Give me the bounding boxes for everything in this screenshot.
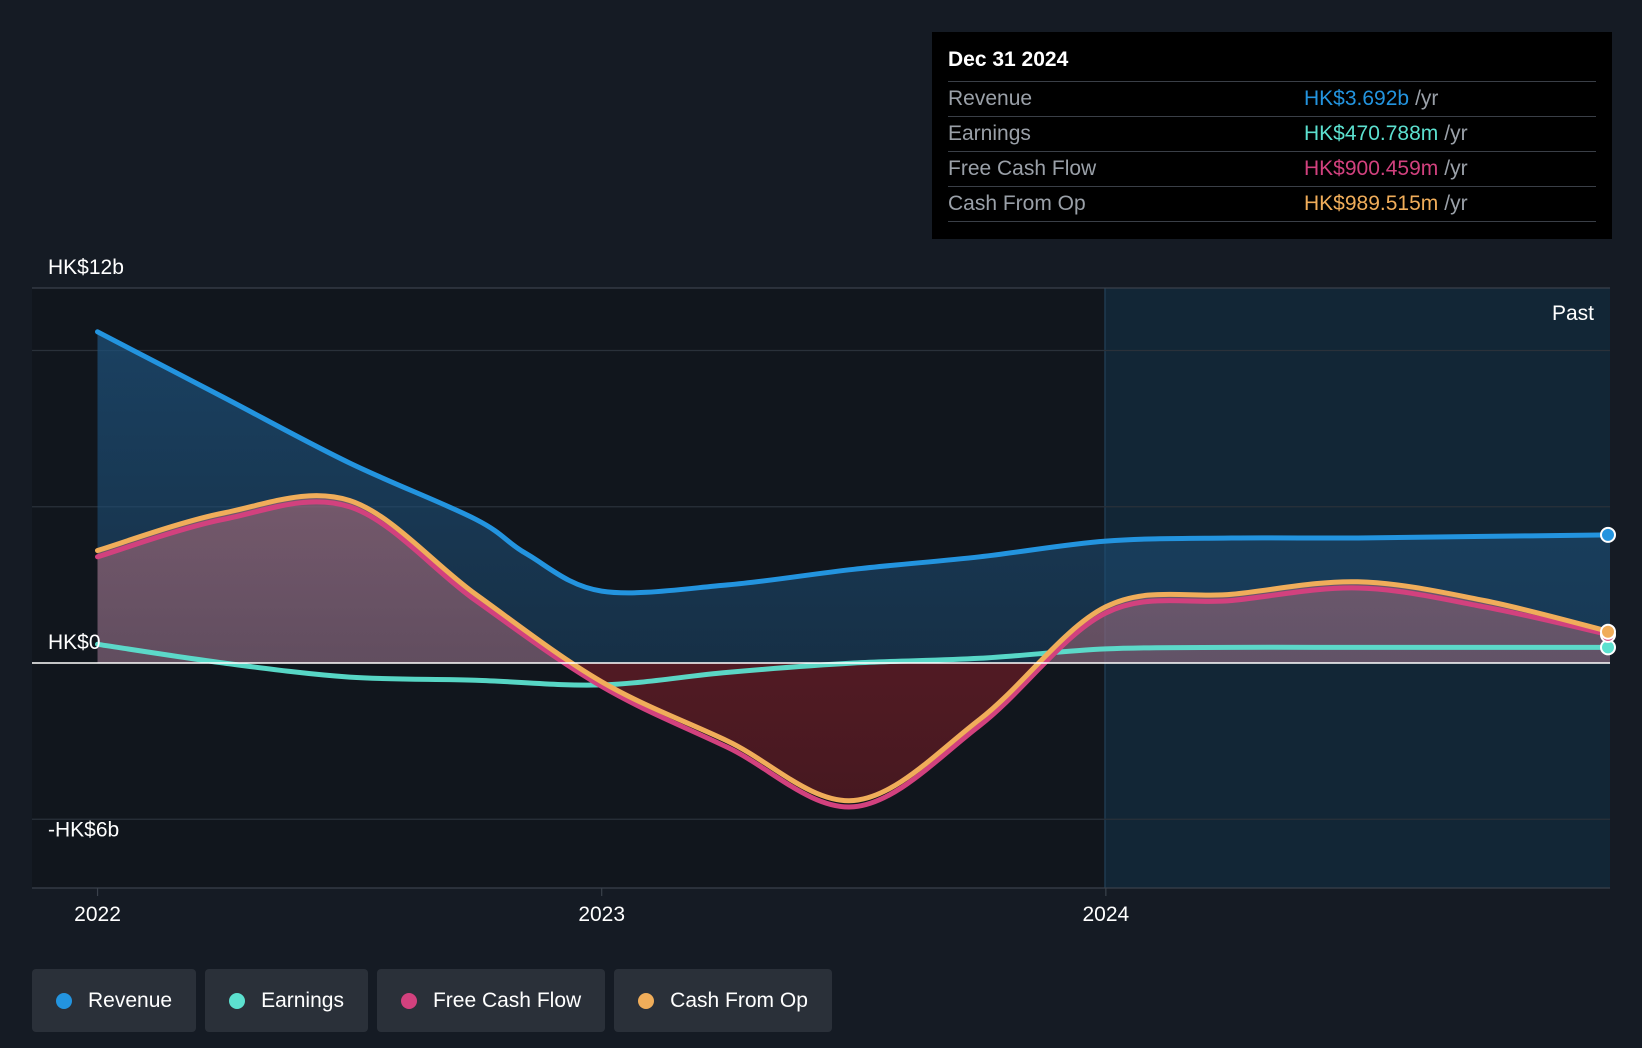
free-cash-flow-line [95,499,1613,810]
axes: HK$12b HK$0 -HK$6b 2022 2023 2024 [32,256,1610,926]
tooltip-value: HK$900.459m [1304,157,1439,180]
y-tick-label: HK$12b [48,256,124,279]
tooltip-unit: /yr [1444,122,1468,145]
legend-label: Earnings [261,988,344,1012]
tooltip-label: Free Cash Flow [948,157,1097,180]
past-label: Past [1552,302,1594,325]
legend-dot-icon [56,992,72,1009]
tooltip-date: Dec 31 2024 [948,46,1596,82]
x-tick-label: 2023 [578,903,625,926]
cash-from-op-end-marker [1600,623,1616,640]
areas [97,331,1610,801]
cash-flow-positive-area [97,495,1610,663]
tooltip-unit: /yr [1415,87,1439,110]
revenue-end-marker [1600,526,1616,543]
legend: Revenue Earnings Free Cash Flow Cash Fro… [32,969,832,1032]
tooltip-row-cash-from-op: Cash From Op HK$989.515m /yr [948,187,1596,222]
tooltip-value: HK$3.692b [1304,87,1410,110]
tooltip-label: Cash From Op [948,192,1086,215]
series-lines [95,329,1613,810]
legend-item-earnings[interactable]: Earnings [205,969,368,1032]
legend-label: Revenue [88,988,173,1012]
tooltip-row-earnings: Earnings HK$470.788m /yr [948,117,1596,152]
tooltip: Dec 31 2024 Revenue HK$3.692b /yr Earnin… [932,32,1612,239]
cash-from-op-line [95,493,1613,804]
tooltip-value: HK$989.515m [1304,192,1439,215]
legend-label: Free Cash Flow [432,988,582,1012]
legend-item-free-cash-flow[interactable]: Free Cash Flow [376,969,606,1032]
legend-label: Cash From Op [670,988,808,1012]
y-tick-label: -HK$6b [48,819,119,842]
x-tick-label: 2024 [1082,903,1129,926]
legend-dot-icon [229,992,246,1009]
tooltip-row-free-cash-flow: Free Cash Flow HK$900.459m /yr [948,152,1596,187]
tooltip-unit: /yr [1444,192,1468,215]
legend-dot-icon [638,992,655,1009]
legend-item-cash-from-op[interactable]: Cash From Op [614,969,832,1032]
tooltip-label: Earnings [948,122,1031,145]
tooltip-value: HK$470.788m [1304,122,1439,145]
legend-dot-icon [400,992,417,1009]
legend-item-revenue[interactable]: Revenue [32,969,197,1032]
tooltip-unit: /yr [1444,157,1468,180]
tooltip-row-revenue: Revenue HK$3.692b /yr [948,82,1596,117]
cash-flow-negative-area [97,663,1610,801]
end-markers [1600,526,1616,656]
revenue-area [97,331,1610,663]
tooltip-label: Revenue [948,87,1033,110]
revenue-line [95,329,1613,596]
y-tick-label: HK$0 [48,631,101,654]
x-tick-label: 2022 [74,903,121,926]
